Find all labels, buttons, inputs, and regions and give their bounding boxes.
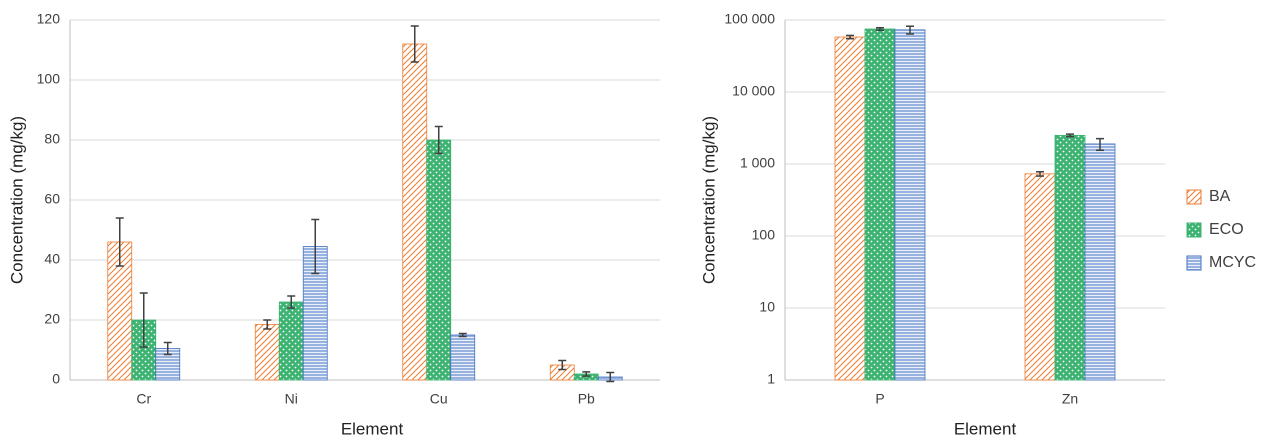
error-bar xyxy=(606,371,615,383)
chart: 1 10 100 1 000 10 000 100 000 P Zn BA ECO MCYC xyxy=(724,11,1256,407)
y-tick-label: 60 xyxy=(44,191,60,207)
error-bar xyxy=(139,292,148,348)
bar xyxy=(450,334,476,381)
y-tick-label: 1 000 xyxy=(740,155,775,171)
bar xyxy=(1054,134,1086,381)
error-bar xyxy=(434,125,443,155)
error-bar xyxy=(287,295,296,309)
bar xyxy=(864,28,896,381)
y-tick-label: 20 xyxy=(44,311,60,327)
x-axis-title: Element xyxy=(341,419,404,438)
legend-label: MCYC xyxy=(1209,254,1256,271)
x-axis-title: Element xyxy=(954,419,1017,438)
x-tick-label: Cu xyxy=(430,391,448,407)
error-bar xyxy=(410,25,419,63)
chart: 0 20 40 60 80 100 120 Cr Ni Cu Pb xyxy=(37,11,660,407)
bar xyxy=(254,324,280,381)
y-tick-label: 100 xyxy=(752,227,776,243)
y-tick-label: 0 xyxy=(52,371,60,387)
legend-swatch xyxy=(1186,222,1202,238)
bar xyxy=(402,43,428,381)
error-bar xyxy=(1036,171,1044,177)
error-bar xyxy=(558,359,567,371)
error-bar xyxy=(263,319,272,330)
legend-label: ECO xyxy=(1209,221,1244,238)
y-tick-label: 1 xyxy=(767,371,775,387)
x-tick-label: P xyxy=(875,391,884,407)
y-tick-label: 120 xyxy=(37,11,61,27)
legend-swatch xyxy=(1186,255,1202,271)
y-tick-label: 100 xyxy=(37,71,61,87)
error-bar xyxy=(115,217,124,267)
x-tick-label: Zn xyxy=(1062,391,1078,407)
y-axis-title: Concentration (mg/kg) xyxy=(7,116,26,284)
error-bar xyxy=(1096,137,1104,152)
y-axis-title: Concentration (mg/kg) xyxy=(699,116,718,284)
bar xyxy=(1024,173,1056,381)
y-tick-label: 100 000 xyxy=(724,11,775,27)
x-tick-label: Cr xyxy=(136,391,151,407)
x-tick-label: Pb xyxy=(578,391,595,407)
bar xyxy=(426,139,452,381)
legend-label: BA xyxy=(1209,188,1231,205)
error-bar xyxy=(1066,133,1074,138)
bar xyxy=(834,36,866,381)
error-bar xyxy=(458,332,467,338)
legend-swatch xyxy=(1186,189,1202,205)
x-tick-label: Ni xyxy=(285,391,298,407)
error-bar xyxy=(906,25,914,35)
error-bar xyxy=(876,27,884,32)
y-tick-label: 80 xyxy=(44,131,60,147)
bar xyxy=(1084,143,1116,381)
bar xyxy=(894,29,926,381)
error-bar xyxy=(163,341,172,356)
y-tick-label: 10 xyxy=(759,299,775,315)
error-bar xyxy=(582,371,591,377)
y-tick-label: 40 xyxy=(44,251,60,267)
bar xyxy=(278,301,304,381)
error-bar xyxy=(846,34,854,40)
y-tick-label: 10 000 xyxy=(732,83,775,99)
error-bar xyxy=(311,218,320,275)
